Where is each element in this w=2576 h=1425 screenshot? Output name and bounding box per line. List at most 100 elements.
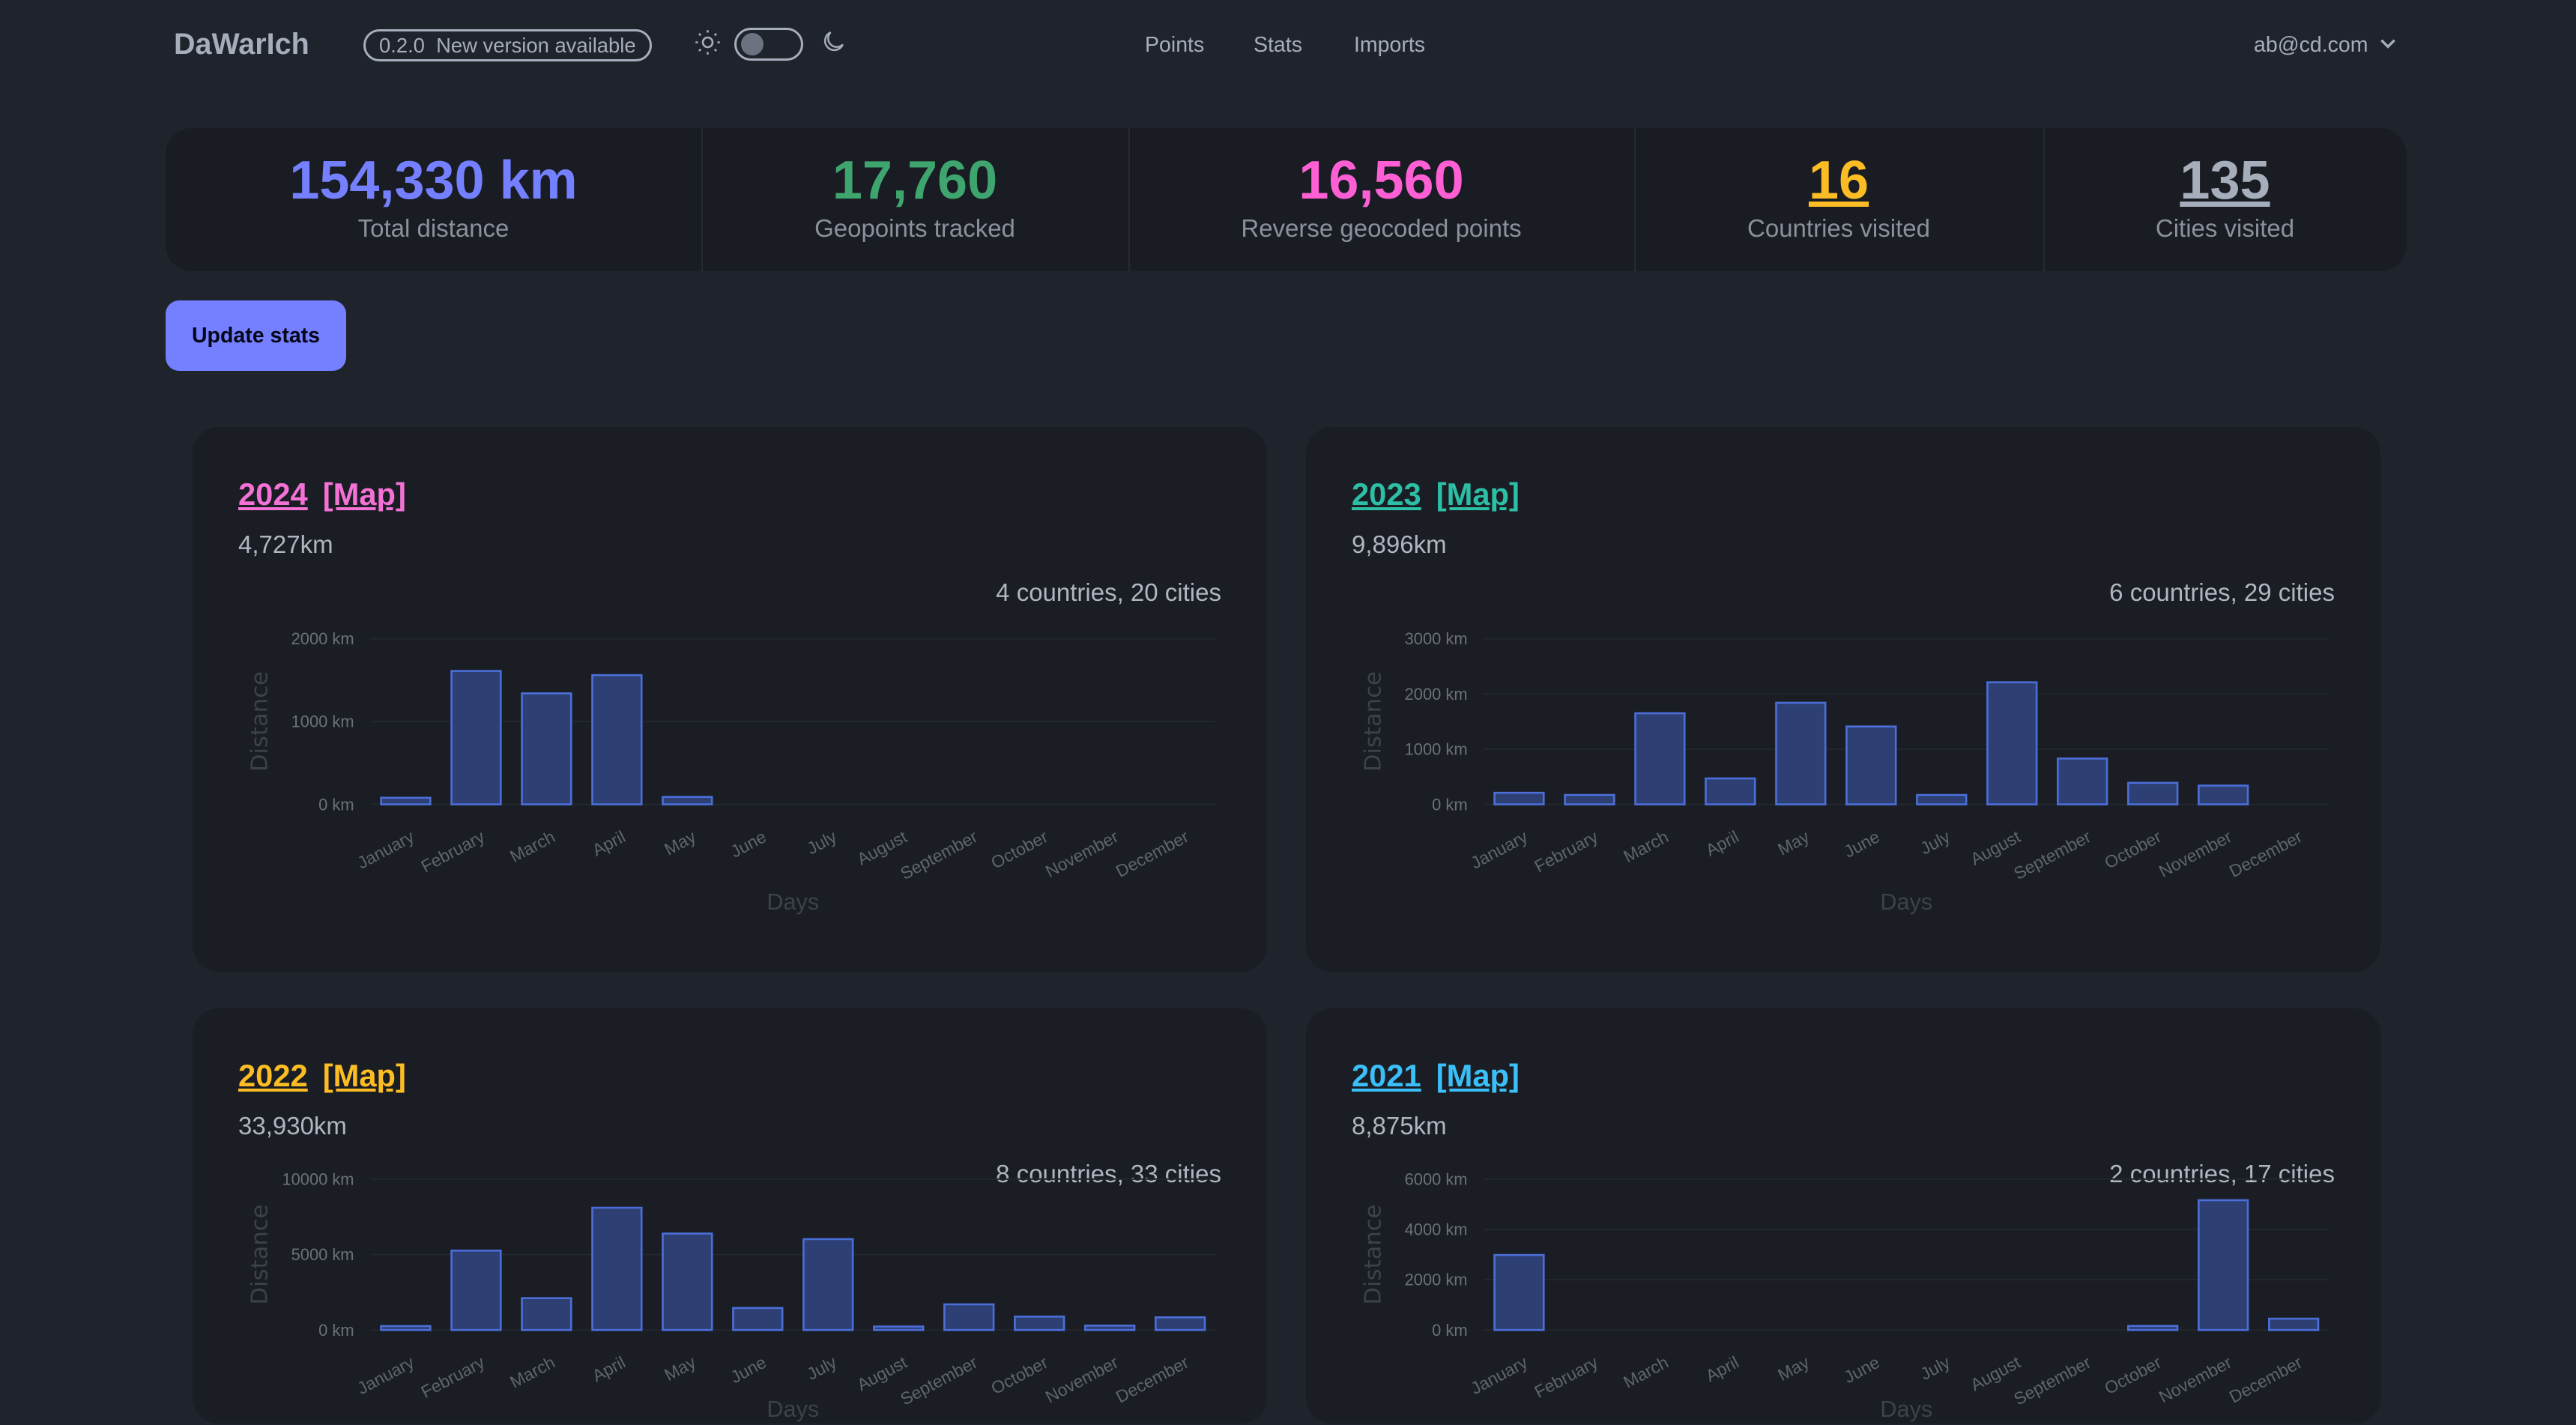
divider [701, 128, 703, 271]
bar-january [380, 796, 432, 805]
nav-points[interactable]: Points [1145, 33, 1205, 57]
x-tick-label: June [1841, 1352, 1883, 1387]
x-tick-label: May [661, 826, 699, 859]
year-link[interactable]: 2024 [238, 476, 308, 512]
distance-chart: 0 km 2000 km 4000 km 6000 km January February… [1360, 1170, 2329, 1422]
distance-chart: 0 km 1000 km 2000 km January February March Ap… [247, 629, 1216, 915]
bar-november [1084, 1325, 1136, 1331]
theme-toggle[interactable] [734, 28, 803, 61]
bar-january [1493, 1253, 1545, 1331]
bar-february [450, 670, 502, 805]
bar-february [1564, 793, 1615, 805]
year-places: 2 countries, 17 cities [2109, 1160, 2335, 1188]
x-tick-label: June [728, 826, 770, 861]
stat-value: 17,760 [832, 151, 998, 211]
x-tick-label: April [1702, 1352, 1742, 1386]
year-distance: 4,727km [238, 530, 333, 558]
map-link[interactable]: [Map] [322, 476, 406, 512]
x-tick-label: July [803, 826, 840, 858]
x-tick-label: May [1774, 826, 1812, 859]
x-tick-label: September [897, 1352, 981, 1409]
bar-march [1634, 712, 1686, 805]
x-tick-label: October [2101, 826, 2165, 873]
stat-label: Countries visited [1747, 214, 1930, 242]
map-link[interactable]: [Map] [1436, 1058, 1520, 1093]
year-distance: 9,896km [1352, 530, 1447, 558]
x-tick-label: February [1531, 1352, 1601, 1402]
nav-stats[interactable]: Stats [1254, 33, 1302, 57]
x-tick-label: January [1468, 826, 1532, 873]
bar-october [2127, 1325, 2179, 1331]
bar-september [943, 1303, 995, 1331]
nav-imports[interactable]: Imports [1354, 33, 1426, 57]
x-tick-label: December [2226, 826, 2306, 881]
x-tick-label: September [897, 826, 981, 883]
x-tick-label: March [507, 826, 558, 866]
map-link[interactable]: [Map] [1436, 476, 1520, 512]
bar-may [1775, 701, 1827, 805]
divider [2043, 128, 2045, 271]
x-tick-label: April [589, 826, 629, 860]
map-link[interactable]: [Map] [322, 1058, 406, 1093]
update-stats-button[interactable]: Update stats [166, 300, 346, 371]
year-link[interactable]: 2022 [238, 1058, 308, 1093]
y-tick-label: 2000 km [1405, 1271, 1468, 1289]
app-logo[interactable]: DaWarIch [174, 28, 309, 61]
year-card-2024: 2024 [Map] 4,727km 4 countries, 20 cities… [193, 427, 1267, 972]
year-distance: 8,875km [1352, 1112, 1447, 1140]
stat-cities[interactable]: 135 Cities visited [2043, 128, 2407, 271]
y-tick-label: 1000 km [291, 712, 354, 731]
divider [1634, 128, 1636, 271]
year-places: 8 countries, 33 cities [996, 1160, 1221, 1188]
version-badge[interactable]: 0.2.0 New version available [363, 29, 652, 61]
year-title: 2022 [Map] [238, 1058, 421, 1094]
x-tick-label: February [1531, 826, 1601, 876]
year-title: 2024 [Map] [238, 476, 421, 512]
y-tick-label: 0 km [1432, 795, 1467, 814]
bar-november [2198, 1199, 2249, 1331]
x-tick-label: July [1917, 826, 1953, 858]
year-link[interactable]: 2023 [1352, 476, 1421, 512]
stat-geopoints: 17,760 Geopoints tracked [701, 128, 1128, 271]
x-tick-label: June [1841, 826, 1883, 861]
stat-value[interactable]: 16 [1808, 151, 1869, 211]
y-tick-label: 10000 km [282, 1170, 354, 1188]
bar-march [521, 1297, 572, 1331]
moon-icon [823, 31, 844, 52]
y-axis-label: Distance [1360, 671, 1386, 772]
y-tick-label: 1000 km [1405, 740, 1468, 759]
x-tick-label: February [417, 1352, 488, 1402]
stat-value[interactable]: 135 [2180, 151, 2270, 211]
stat-label: Cities visited [2155, 214, 2295, 242]
bar-may [662, 1232, 713, 1331]
year-distance: 33,930km [238, 1112, 347, 1140]
stat-countries[interactable]: 16 Countries visited [1634, 128, 2043, 271]
x-tick-label: November [2156, 1352, 2235, 1407]
x-tick-label: May [661, 1352, 699, 1385]
year-places: 6 countries, 29 cities [2109, 578, 2335, 606]
sun-icon [695, 30, 720, 55]
x-tick-label: June [728, 1352, 770, 1387]
x-tick-label: April [1702, 826, 1742, 860]
user-menu[interactable]: ab@cd.com [2254, 33, 2398, 58]
y-tick-label: 0 km [1432, 1321, 1467, 1340]
stats-bar: 154,330 km Total distance 17,760 Geopoints… [166, 128, 2407, 271]
y-tick-label: 4000 km [1405, 1220, 1468, 1239]
year-link[interactable]: 2021 [1352, 1058, 1421, 1093]
bar-october [2127, 781, 2179, 805]
distance-chart: 0 km 1000 km 2000 km 3000 km January February… [1360, 629, 2329, 915]
bar-august [1986, 681, 2038, 805]
stat-label: Geopoints tracked [814, 214, 1015, 242]
stat-total-distance: 154,330 km Total distance [166, 128, 701, 271]
y-tick-label: 2000 km [291, 629, 354, 648]
bar-april [591, 674, 643, 805]
year-places: 4 countries, 20 cities [996, 578, 1221, 606]
toggle-knob [741, 33, 764, 55]
distance-chart: 0 km 5000 km 10000 km January February March A… [247, 1170, 1216, 1422]
y-tick-label: 2000 km [1405, 685, 1468, 704]
year-card-2022: 2022 [Map] 33,930km 8 countries, 33 citie… [193, 1008, 1267, 1424]
stat-value: 16,560 [1298, 151, 1464, 211]
year-title: 2023 [Map] [1352, 476, 1535, 512]
bar-september [2057, 757, 2108, 805]
